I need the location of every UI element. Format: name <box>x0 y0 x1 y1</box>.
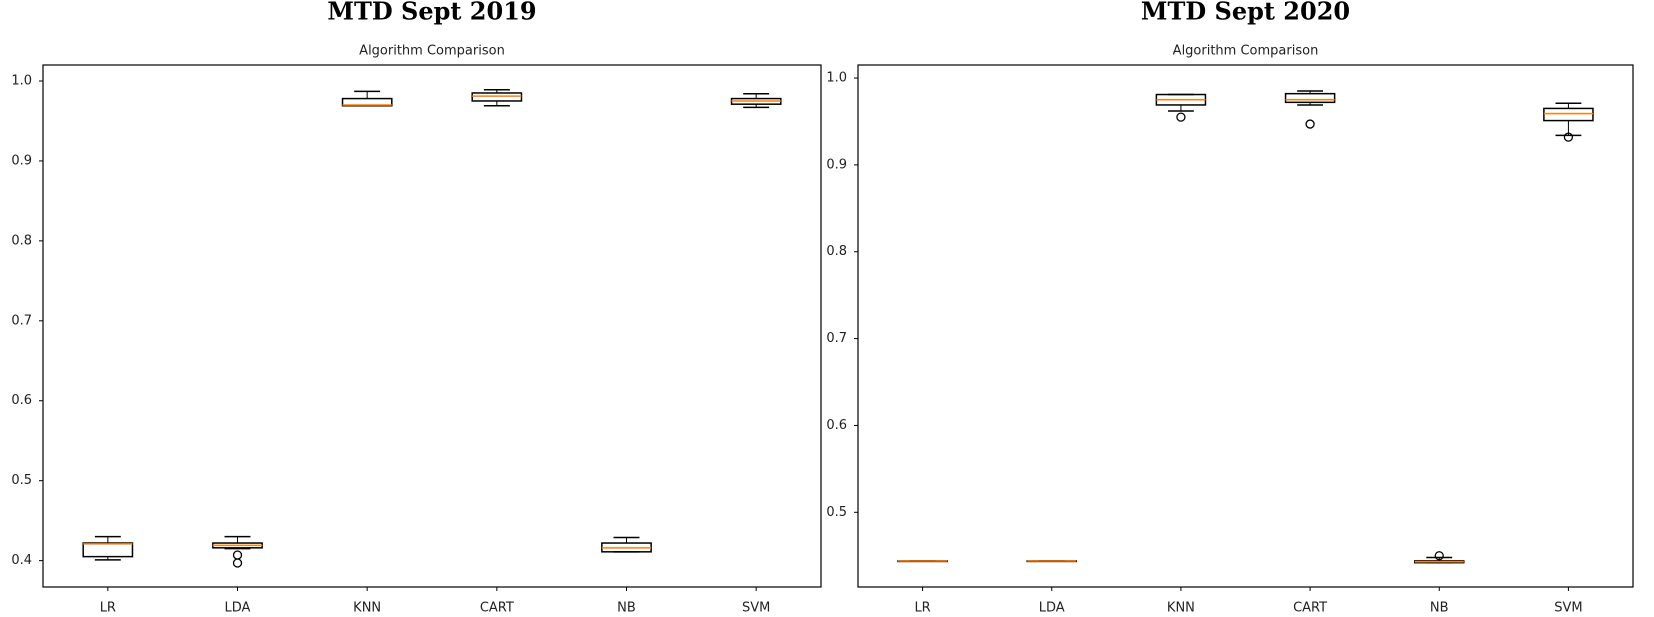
x-tick-label: LR <box>914 601 930 616</box>
flier <box>1434 551 1444 561</box>
x-tick-label: SVM <box>1554 601 1582 616</box>
y-tick-label: 0.4 <box>11 553 32 568</box>
y-tick-label: 0.8 <box>826 244 847 259</box>
x-tick-label: SVM <box>742 601 770 616</box>
x-tick-label: LDA <box>225 601 251 616</box>
plot-frame <box>42 64 822 588</box>
x-tick-label: NB <box>1430 601 1449 616</box>
subplot: MTD Sept 2019 Algorithm Comparison 0.4 0.5 0… <box>11 0 822 616</box>
x-tick-label: KNN <box>353 601 381 616</box>
x-tick-label: CART <box>480 601 514 616</box>
chart-title: MTD Sept 2019 <box>327 0 536 26</box>
flier <box>1305 119 1315 129</box>
x-tick-label: CART <box>1293 601 1327 616</box>
y-tick-label: 1.0 <box>11 73 32 88</box>
subplot: MTD Sept 2020 Algorithm Comparison 0.5 0.6 0… <box>826 0 1634 616</box>
flier <box>232 550 243 560</box>
chart-subtitle: Algorithm Comparison <box>1173 44 1319 59</box>
y-tick-label: 1.0 <box>826 71 847 86</box>
flier <box>1176 112 1186 122</box>
y-tick-label: 0.7 <box>11 313 32 328</box>
y-tick-label: 0.9 <box>826 157 847 172</box>
y-tick-label: 0.7 <box>826 331 847 346</box>
x-tick-label: KNN <box>1167 601 1195 616</box>
box <box>1543 107 1594 122</box>
y-tick-label: 0.9 <box>11 153 32 168</box>
x-tick-label: NB <box>617 601 636 616</box>
y-tick-label: 0.5 <box>826 505 847 520</box>
plot-frame <box>857 64 1634 588</box>
y-tick-label: 0.6 <box>11 393 32 408</box>
x-tick-label: LR <box>100 601 116 616</box>
x-tick-label: LDA <box>1039 601 1065 616</box>
box <box>1284 92 1336 104</box>
box <box>341 97 393 107</box>
box <box>471 92 523 102</box>
flier <box>1563 132 1574 142</box>
y-tick-label: 0.5 <box>11 473 32 488</box>
flier <box>232 558 243 568</box>
chart-subtitle: Algorithm Comparison <box>359 44 505 59</box>
y-tick-label: 0.6 <box>826 418 847 433</box>
chart-title: MTD Sept 2020 <box>1141 0 1350 26</box>
box <box>82 542 134 558</box>
y-tick-label: 0.8 <box>11 233 32 248</box>
